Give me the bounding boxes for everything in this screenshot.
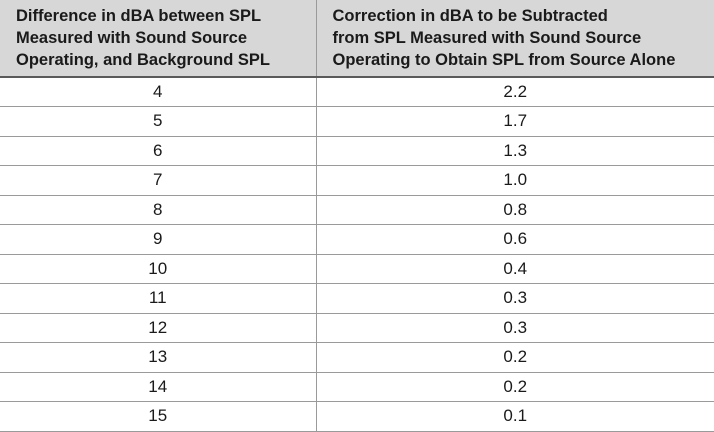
correction-cell: 0.3 <box>316 283 714 314</box>
table-row: 13 0.2 <box>0 342 714 373</box>
table-row: 11 0.3 <box>0 283 714 314</box>
difference-cell: 15 <box>0 401 317 432</box>
table-row: 10 0.4 <box>0 254 714 284</box>
difference-cell: 8 <box>0 195 317 225</box>
difference-cell: 10 <box>0 254 317 284</box>
table-body: 4 2.2 5 1.7 6 1.3 7 1.0 8 0.8 9 0.6 <box>0 77 714 432</box>
correction-cell: 0.8 <box>316 195 714 225</box>
header-line: Operating, and Background SPL <box>16 51 270 69</box>
table-row: 5 1.7 <box>0 106 714 137</box>
table-row: 14 0.2 <box>0 372 714 402</box>
correction-cell: 1.0 <box>316 165 714 196</box>
difference-cell: 7 <box>0 165 317 196</box>
difference-cell: 9 <box>0 224 317 255</box>
table-row: 8 0.8 <box>0 195 714 225</box>
header-row: Difference in dBA between SPL Measured w… <box>0 0 714 78</box>
header-line: Measured with Sound Source <box>16 29 248 47</box>
table-row: 4 2.2 <box>0 77 714 107</box>
correction-cell: 0.2 <box>316 372 714 402</box>
table-row: 6 1.3 <box>0 136 714 166</box>
header-line: Difference in dBA between SPL <box>16 7 262 25</box>
correction-cell: 2.2 <box>316 77 714 107</box>
difference-cell: 11 <box>0 283 317 314</box>
header-line: Correction in dBA to be Subtracted <box>332 7 608 25</box>
difference-cell: 6 <box>0 136 317 166</box>
header-line: from SPL Measured with Sound Source <box>332 29 642 47</box>
difference-cell: 13 <box>0 342 317 373</box>
correction-cell: 1.7 <box>316 106 714 137</box>
difference-cell: 14 <box>0 372 317 402</box>
correction-cell: 0.3 <box>316 313 714 343</box>
header-difference: Difference in dBA between SPL Measured w… <box>0 0 317 78</box>
table-row: 15 0.1 <box>0 401 714 432</box>
header-line: Operating to Obtain SPL from Source Alon… <box>332 51 676 69</box>
correction-cell: 0.2 <box>316 342 714 373</box>
header-correction: Correction in dBA to be Subtracted from … <box>316 0 714 78</box>
difference-cell: 4 <box>0 77 317 107</box>
table-header: Difference in dBA between SPL Measured w… <box>0 0 714 78</box>
difference-cell: 12 <box>0 313 317 343</box>
correction-cell: 0.6 <box>316 224 714 255</box>
difference-cell: 5 <box>0 106 317 137</box>
correction-cell: 1.3 <box>316 136 714 166</box>
table-row: 9 0.6 <box>0 224 714 255</box>
table-row: 12 0.3 <box>0 313 714 343</box>
correction-cell: 0.1 <box>316 401 714 432</box>
correction-cell: 0.4 <box>316 254 714 284</box>
table-row: 7 1.0 <box>0 165 714 196</box>
